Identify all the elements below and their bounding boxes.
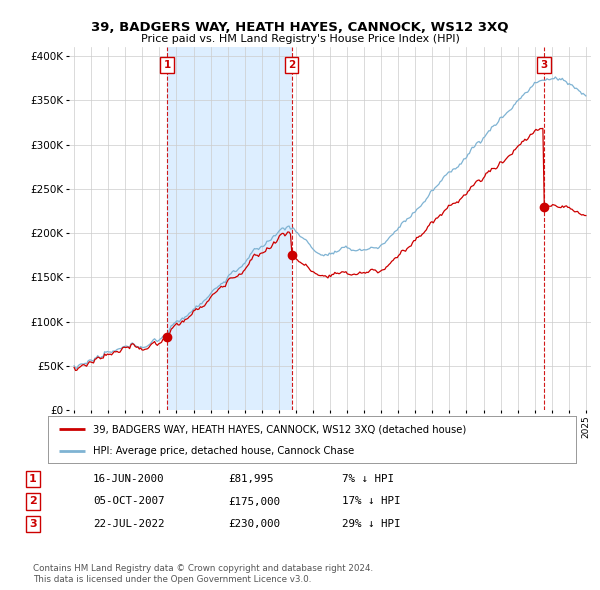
Text: Contains HM Land Registry data © Crown copyright and database right 2024.: Contains HM Land Registry data © Crown c… xyxy=(33,565,373,573)
Text: This data is licensed under the Open Government Licence v3.0.: This data is licensed under the Open Gov… xyxy=(33,575,311,584)
Bar xyxy=(167,47,292,410)
Text: HPI: Average price, detached house, Cannock Chase: HPI: Average price, detached house, Cann… xyxy=(93,447,354,456)
Text: 17% ↓ HPI: 17% ↓ HPI xyxy=(342,497,401,506)
Text: 3: 3 xyxy=(541,60,548,70)
Text: 16-JUN-2000: 16-JUN-2000 xyxy=(93,474,164,484)
Text: £230,000: £230,000 xyxy=(228,519,280,529)
Text: 1: 1 xyxy=(163,60,171,70)
Text: 1: 1 xyxy=(29,474,37,484)
Text: 7% ↓ HPI: 7% ↓ HPI xyxy=(342,474,394,484)
Text: 2: 2 xyxy=(29,497,37,506)
Text: £175,000: £175,000 xyxy=(228,497,280,506)
Text: 22-JUL-2022: 22-JUL-2022 xyxy=(93,519,164,529)
Text: 39, BADGERS WAY, HEATH HAYES, CANNOCK, WS12 3XQ (detached house): 39, BADGERS WAY, HEATH HAYES, CANNOCK, W… xyxy=(93,424,466,434)
Text: £81,995: £81,995 xyxy=(228,474,274,484)
Text: 29% ↓ HPI: 29% ↓ HPI xyxy=(342,519,401,529)
Text: 2: 2 xyxy=(288,60,295,70)
Text: Price paid vs. HM Land Registry's House Price Index (HPI): Price paid vs. HM Land Registry's House … xyxy=(140,34,460,44)
Text: 39, BADGERS WAY, HEATH HAYES, CANNOCK, WS12 3XQ: 39, BADGERS WAY, HEATH HAYES, CANNOCK, W… xyxy=(91,21,509,34)
Text: 3: 3 xyxy=(29,519,37,529)
Text: 05-OCT-2007: 05-OCT-2007 xyxy=(93,497,164,506)
